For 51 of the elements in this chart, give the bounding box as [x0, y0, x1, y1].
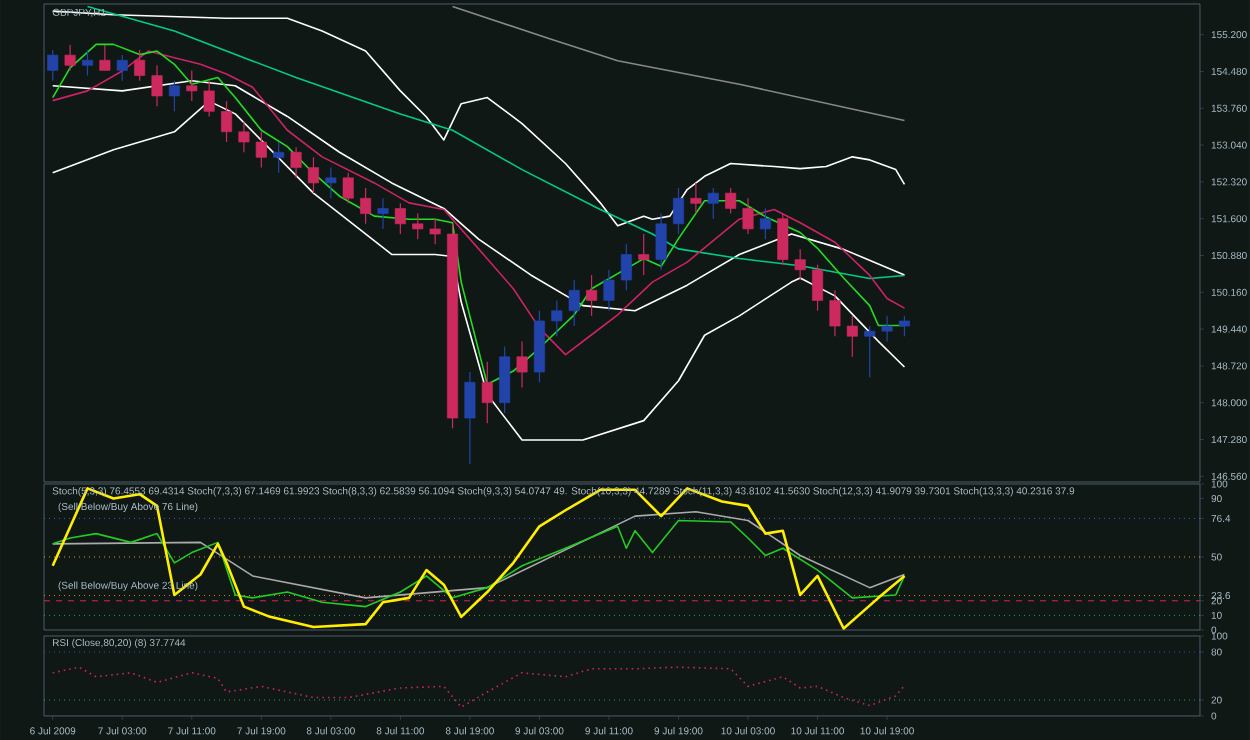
candlestick	[586, 274, 598, 317]
candlestick	[516, 340, 528, 389]
candlestick	[221, 100, 233, 143]
candlestick	[898, 315, 910, 337]
candlestick	[759, 207, 771, 240]
candlestick	[481, 361, 493, 424]
candlestick	[429, 218, 441, 245]
candlestick	[47, 49, 59, 82]
candlestick	[829, 289, 841, 337]
candlestick	[394, 202, 406, 235]
candlestick	[377, 197, 389, 230]
line-series	[51, 79, 906, 312]
candlestick	[116, 54, 128, 82]
candlestick	[273, 141, 285, 174]
candlestick	[742, 197, 754, 235]
candlestick	[794, 248, 806, 281]
candlestick	[551, 299, 563, 337]
candlestick	[290, 146, 302, 179]
candlestick	[881, 315, 893, 342]
candlestick	[864, 325, 876, 378]
candlestick	[325, 166, 337, 199]
candlestick	[603, 269, 615, 312]
candlestick	[64, 44, 76, 72]
candlestick	[203, 80, 215, 118]
candlestick	[464, 371, 476, 465]
candlestick	[151, 64, 163, 107]
line-series	[451, 5, 906, 122]
candlestick	[777, 212, 789, 266]
candlestick	[620, 243, 632, 291]
candlestick	[812, 264, 824, 312]
candlestick	[307, 156, 319, 194]
candlestick	[186, 69, 198, 102]
line-series	[51, 666, 906, 708]
candlestick	[360, 187, 372, 225]
candlestick	[846, 315, 858, 358]
candlestick	[499, 345, 511, 414]
candlestick	[238, 120, 250, 153]
candlestick	[655, 212, 667, 271]
candlestick	[81, 49, 93, 77]
line-series	[51, 10, 906, 227]
candlestick	[672, 187, 685, 235]
candlestick	[638, 233, 650, 276]
candlestick	[725, 187, 737, 215]
candlestick	[568, 279, 580, 327]
candlestick	[255, 131, 267, 169]
candlestick	[690, 182, 702, 215]
candlestick	[412, 212, 424, 240]
candlestick	[707, 187, 719, 220]
candlestick	[99, 44, 111, 72]
candlestick	[342, 172, 354, 204]
candlestick	[168, 80, 180, 112]
